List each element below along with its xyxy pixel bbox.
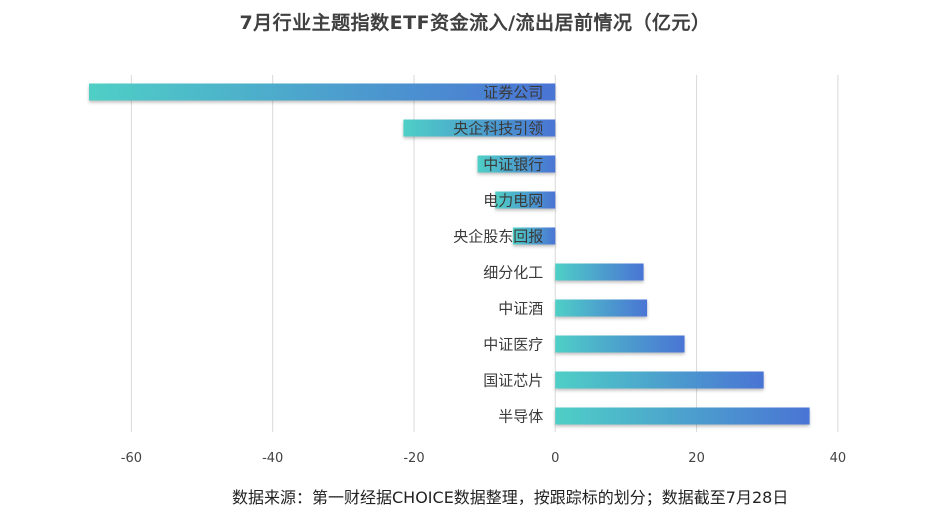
- bar: [477, 155, 556, 173]
- bar: [403, 119, 556, 137]
- category-label: 中证酒: [498, 300, 543, 318]
- bar: [555, 299, 648, 317]
- bar: [555, 335, 685, 353]
- x-tick-label: -60: [121, 451, 142, 466]
- x-tick-label: 20: [688, 451, 705, 466]
- x-axis-ticks: -60 -40 -20 0 20 40: [121, 451, 846, 466]
- category-label: 证券公司: [483, 84, 543, 102]
- bar: [89, 83, 556, 101]
- x-tick-label: 40: [830, 451, 847, 466]
- category-label: 电力电网: [483, 192, 543, 210]
- bar: [512, 227, 556, 245]
- x-tick-label: 0: [551, 451, 559, 466]
- category-label: 中证医疗: [483, 336, 543, 354]
- category-label: 央企科技引领: [453, 120, 543, 138]
- chart-title: 7月行业主题指数ETF资金流入/流出居前情况（亿元）: [239, 12, 711, 34]
- category-label: 央企股东回报: [453, 228, 543, 246]
- category-label: 中证银行: [483, 156, 543, 174]
- category-label: 细分化工: [483, 264, 543, 282]
- bar: [555, 263, 644, 281]
- bar: [555, 371, 764, 389]
- source-note: 数据来源：第一财经据CHOICE数据整理，按跟踪标的划分；数据截至7月28日: [232, 488, 789, 507]
- category-label: 国证芯片: [483, 372, 543, 390]
- x-tick-label: -40: [262, 451, 283, 466]
- bars: [89, 83, 810, 425]
- category-label: 半导体: [498, 408, 543, 426]
- category-labels: 证券公司央企科技引领中证银行电力电网央企股东回报细分化工中证酒中证医疗国证芯片半…: [453, 84, 543, 426]
- x-tick-label: -20: [403, 451, 424, 466]
- bar: [555, 407, 810, 425]
- bar: [495, 191, 556, 209]
